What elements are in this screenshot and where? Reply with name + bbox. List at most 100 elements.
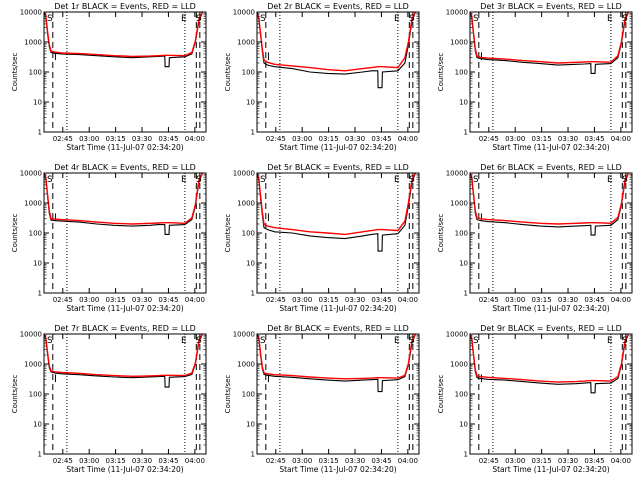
lld-series-line bbox=[470, 334, 630, 383]
corner-marker: E bbox=[394, 14, 400, 24]
plot-area bbox=[44, 12, 204, 132]
corner-marker: S bbox=[196, 175, 202, 185]
x-axis-label: Start Time (11-Jul-07 02:34:20) bbox=[66, 465, 183, 474]
x-axis-label: Start Time (11-Jul-07 02:34:20) bbox=[492, 465, 609, 474]
plot-area bbox=[470, 334, 630, 454]
x-tick-label: 02:45 bbox=[479, 296, 499, 304]
y-tick-label: 10 bbox=[246, 260, 255, 268]
x-tick-label: 04:00 bbox=[185, 457, 205, 465]
x-tick-label: 02:45 bbox=[53, 296, 73, 304]
x-tick-label: 03:15 bbox=[319, 296, 339, 304]
y-tick-label: 10000 bbox=[233, 9, 255, 17]
x-tick-label: 03:30 bbox=[132, 135, 152, 143]
y-tick-label: 1000 bbox=[450, 361, 468, 369]
plot-title: Det 4r BLACK = Events, RED = LLD bbox=[54, 163, 196, 172]
x-tick-label: 03:30 bbox=[558, 135, 578, 143]
x-tick-label: 03:00 bbox=[505, 135, 525, 143]
corner-marker: S bbox=[622, 175, 628, 185]
corner-marker: E bbox=[607, 336, 613, 346]
y-tick-label: 10 bbox=[459, 421, 468, 429]
lld-series-line bbox=[44, 173, 204, 225]
x-tick-label: 03:15 bbox=[532, 296, 552, 304]
events-series-line bbox=[257, 12, 417, 89]
plot-area bbox=[44, 334, 204, 454]
x-tick-label: 03:45 bbox=[371, 296, 391, 304]
corner-marker: S bbox=[409, 14, 415, 24]
x-tick-label: 03:00 bbox=[292, 135, 312, 143]
corner-marker: S bbox=[409, 175, 415, 185]
corner-marker: S bbox=[196, 336, 202, 346]
y-tick-label: 1 bbox=[38, 129, 42, 137]
y-tick-label: 10000 bbox=[233, 331, 255, 339]
x-axis-label: Start Time (11-Jul-07 02:34:20) bbox=[279, 304, 396, 313]
x-tick-label: 03:30 bbox=[132, 457, 152, 465]
x-tick-label: 04:00 bbox=[185, 296, 205, 304]
corner-marker: E bbox=[181, 336, 187, 346]
plot-frame bbox=[43, 333, 207, 455]
plot-title: Det 5r BLACK = Events, RED = LLD bbox=[267, 163, 409, 172]
x-tick-label: 04:00 bbox=[611, 457, 631, 465]
y-axis-label: Counts/sec bbox=[437, 214, 445, 253]
corner-marker: S bbox=[47, 175, 53, 185]
x-tick-label: 02:45 bbox=[479, 135, 499, 143]
plot-frame bbox=[256, 333, 420, 455]
y-tick-label: 10 bbox=[246, 99, 255, 107]
plot-title: Det 9r BLACK = Events, RED = LLD bbox=[480, 324, 622, 333]
x-tick-label: 03:00 bbox=[79, 135, 99, 143]
events-series-line bbox=[44, 173, 204, 235]
y-tick-label: 100 bbox=[29, 69, 42, 77]
plot-title: Det 1r BLACK = Events, RED = LLD bbox=[54, 2, 196, 11]
x-tick-label: 04:00 bbox=[611, 296, 631, 304]
x-tick-label: 04:00 bbox=[398, 296, 418, 304]
x-tick-label: 04:00 bbox=[185, 135, 205, 143]
y-tick-label: 1000 bbox=[24, 200, 42, 208]
x-tick-label: 03:00 bbox=[505, 457, 525, 465]
x-tick-label: 03:45 bbox=[371, 135, 391, 143]
plot-frame bbox=[43, 11, 207, 133]
y-axis-label: Counts/sec bbox=[11, 375, 19, 414]
y-tick-label: 100 bbox=[29, 230, 42, 238]
x-tick-label: 03:30 bbox=[132, 296, 152, 304]
plot-frame bbox=[469, 333, 633, 455]
lld-series-line bbox=[470, 12, 630, 64]
plot-area bbox=[257, 334, 417, 454]
lld-series-line bbox=[257, 334, 417, 380]
y-tick-label: 1 bbox=[251, 290, 255, 298]
x-tick-label: 02:45 bbox=[53, 135, 73, 143]
x-tick-label: 03:45 bbox=[158, 135, 178, 143]
x-tick-label: 03:15 bbox=[106, 296, 126, 304]
y-tick-label: 10 bbox=[33, 260, 42, 268]
y-tick-label: 1 bbox=[251, 451, 255, 459]
corner-marker: E bbox=[181, 175, 187, 185]
x-tick-label: 03:45 bbox=[371, 457, 391, 465]
x-tick-label: 03:15 bbox=[532, 457, 552, 465]
corner-marker: E bbox=[607, 14, 613, 24]
y-tick-label: 100 bbox=[455, 230, 468, 238]
y-axis-label: Counts/sec bbox=[224, 53, 232, 92]
x-tick-label: 03:30 bbox=[558, 457, 578, 465]
corner-marker: E bbox=[394, 336, 400, 346]
x-tick-label: 02:45 bbox=[266, 457, 286, 465]
x-tick-label: 04:00 bbox=[398, 135, 418, 143]
x-tick-label: 03:00 bbox=[292, 296, 312, 304]
x-tick-label: 03:45 bbox=[158, 457, 178, 465]
y-axis-label: Counts/sec bbox=[437, 53, 445, 92]
corner-marker: E bbox=[181, 14, 187, 24]
x-axis-label: Start Time (11-Jul-07 02:34:20) bbox=[279, 143, 396, 152]
x-tick-label: 02:45 bbox=[53, 457, 73, 465]
x-axis-label: Start Time (11-Jul-07 02:34:20) bbox=[66, 143, 183, 152]
corner-marker: S bbox=[260, 336, 266, 346]
plot-area bbox=[257, 173, 417, 293]
y-tick-label: 10000 bbox=[446, 331, 468, 339]
x-tick-label: 03:45 bbox=[584, 296, 604, 304]
lld-series-line bbox=[257, 173, 417, 236]
y-tick-label: 1000 bbox=[450, 200, 468, 208]
plot-area bbox=[470, 173, 630, 293]
corner-marker: S bbox=[622, 336, 628, 346]
plot-frame bbox=[469, 172, 633, 294]
